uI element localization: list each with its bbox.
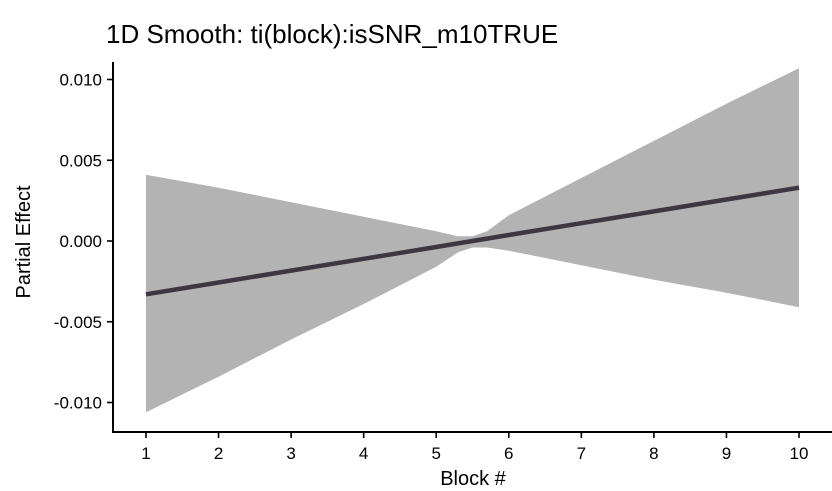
x-tick-label: 4 [359, 444, 368, 463]
chart-title: 1D Smooth: ti(block):isSNR_m10TRUE [106, 19, 558, 49]
x-tick-label: 8 [649, 444, 658, 463]
y-tick-label: 0.005 [59, 151, 102, 170]
x-tick-label: 7 [577, 444, 586, 463]
y-tick-label: -0.010 [54, 394, 102, 413]
x-tick-label: 2 [214, 444, 223, 463]
x-tick-label: 3 [286, 444, 295, 463]
x-axis-ticks: 1 2 3 4 5 6 7 8 9 10 [141, 432, 808, 463]
y-tick-label: 0.010 [59, 71, 102, 90]
x-tick-label: 5 [431, 444, 440, 463]
x-tick-label: 1 [141, 444, 150, 463]
x-tick-label: 9 [722, 444, 731, 463]
y-axis-ticks: -0.010 -0.005 0.000 0.005 0.010 [54, 71, 113, 413]
x-tick-label: 10 [790, 444, 809, 463]
fit-line [145, 185, 800, 297]
x-tick-label: 6 [504, 444, 513, 463]
plot-area [145, 68, 800, 413]
y-tick-label: 0.000 [59, 232, 102, 251]
x-axis-title: Block # [440, 468, 506, 490]
y-tick-label: -0.005 [54, 313, 102, 332]
y-axis-title: Partial Effect [13, 185, 35, 298]
